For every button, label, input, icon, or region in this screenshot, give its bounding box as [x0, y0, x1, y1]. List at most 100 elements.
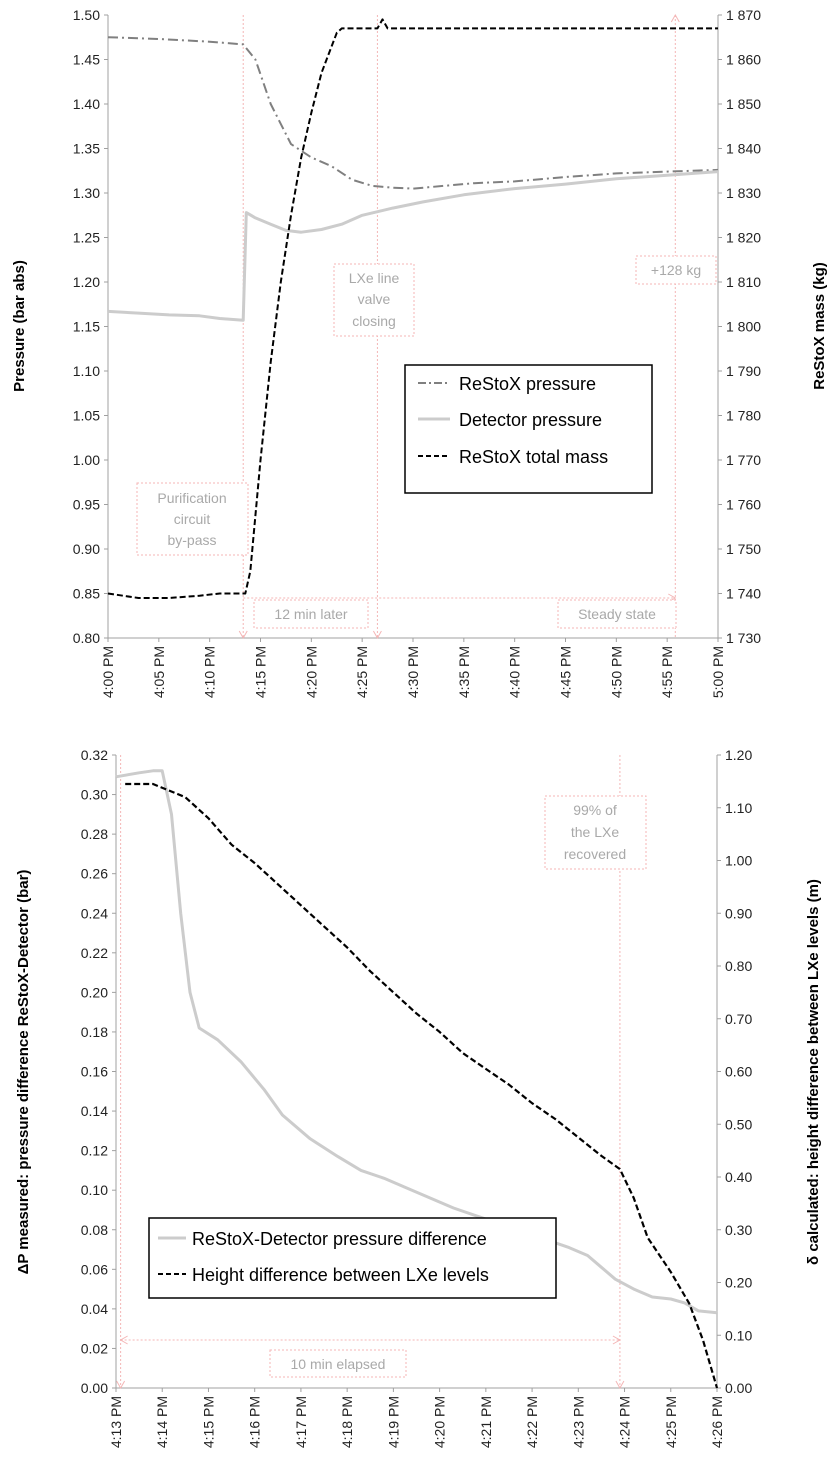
series-line-3	[107, 18, 718, 599]
y2-axis-label: ReStoX mass (kg)	[811, 262, 828, 390]
y-tick-label: 0.08	[81, 1222, 108, 1238]
annotation-12-min-text: 12 min later	[274, 606, 347, 622]
series-line-2	[125, 782, 719, 1389]
y-tick-label: 0.24	[81, 905, 108, 921]
annotation-99-line1: 99% of	[573, 802, 617, 818]
y-tick-label: 1.10	[73, 363, 100, 379]
axes-frame	[112, 754, 721, 1392]
x-tick-label: 4:18 PM	[339, 1396, 355, 1448]
annotation-valve-line3: closing	[352, 313, 396, 329]
chart-pressure-mass: 0.80 0.85 0.90 0.95 1.00 1.05 1.10 1.15 1.20 1.25…	[11, 7, 828, 698]
annotation-arrow	[116, 1380, 126, 1390]
x-tick-label: 4:15 PM	[200, 1396, 216, 1448]
axes-frame	[104, 14, 722, 642]
y-tick-label: 0.10	[81, 1182, 108, 1198]
y-tick-label: 0.02	[81, 1340, 108, 1356]
y-tick-labels: 0.00 0.02 0.04 0.06 0.08 0.10 0.12 0.14 0.16 0.18…	[81, 747, 108, 1396]
y-tick-label: 0.20	[81, 984, 108, 1000]
y-tick-label: 0.30	[81, 787, 108, 803]
y2-tick-label: 1 840	[726, 141, 761, 157]
y2-axis-label: δ calculated: height difference between …	[805, 879, 822, 1265]
x-tick-label: 4:16 PM	[247, 1396, 263, 1448]
y-tick-label: 0.80	[73, 630, 100, 646]
y2-tick-label: 1 860	[726, 52, 761, 68]
y2-tick-label: 1 870	[726, 7, 761, 23]
y-tick-label: 0.18	[81, 1024, 108, 1040]
x-tick-label: 4:24 PM	[617, 1396, 633, 1448]
y-tick-label: 1.35	[73, 141, 100, 157]
y-tick-label: 0.26	[81, 866, 108, 882]
y2-tick-labels: 1 730 1 740 1 750 1 760 1 770 1 780 1 790 1 800…	[726, 7, 761, 646]
y2-tick-label: 0.00	[725, 1380, 752, 1396]
y-tick-label: 1.40	[73, 96, 100, 112]
annotation-99-line2: the LXe	[571, 824, 619, 840]
x-tick-label: 4:25 PM	[663, 1396, 679, 1448]
y2-tick-label: 1 770	[726, 452, 761, 468]
y2-tick-label: 1 740	[726, 586, 761, 602]
x-tick-label: 4:25 PM	[354, 646, 370, 698]
y-tick-label: 1.25	[73, 230, 100, 246]
y-tick-label: 1.45	[73, 52, 100, 68]
y2-tick-label: 1 730	[726, 630, 761, 646]
y2-tick-label: 1 820	[726, 230, 761, 246]
x-tick-label: 4:55 PM	[659, 646, 675, 698]
y-tick-label: 0.95	[73, 497, 100, 513]
y2-tick-label: 1 780	[726, 408, 761, 424]
y2-tick-label: 1 830	[726, 185, 761, 201]
x-tick-label: 4:17 PM	[293, 1396, 309, 1448]
legend: ReStoX-Detector pressure difference Heig…	[148, 1217, 557, 1299]
legend-label-restox-mass: ReStoX total mass	[459, 447, 608, 467]
series-line-2	[107, 170, 719, 322]
y-tick-labels: 0.80 0.85 0.90 0.95 1.00 1.05 1.10 1.15 1.20 1.25…	[73, 7, 100, 646]
annotation-purification-line3: by-pass	[167, 532, 216, 548]
annotation-arrow	[372, 630, 382, 640]
annotation-mass-gain: +128 kg	[635, 255, 717, 285]
y2-tick-label: 1 760	[726, 497, 761, 513]
x-tick-label: 4:05 PM	[151, 646, 167, 698]
y-tick-label: 0.00	[81, 1380, 108, 1396]
y2-tick-label: 0.70	[725, 1011, 752, 1027]
y-tick-label: 1.20	[73, 274, 100, 290]
annotation-steady-state-text: Steady state	[578, 606, 656, 622]
y2-tick-label: 0.60	[725, 1064, 752, 1080]
y-tick-label: 0.85	[73, 586, 100, 602]
x-tick-label: 4:13 PM	[108, 1396, 124, 1448]
annotation-99-line3: recovered	[564, 846, 626, 862]
y2-tick-label: 0.40	[725, 1169, 752, 1185]
legend-label-height-difference: Height difference between LXe levels	[192, 1265, 489, 1285]
annotation-12-min: 12 min later	[253, 599, 369, 629]
annotation-10-min-text: 10 min elapsed	[291, 1356, 386, 1372]
legend-label-restox-pressure: ReStoX pressure	[459, 374, 596, 394]
y-axis-label: ΔP measured: pressure difference ReStoX-…	[15, 870, 32, 1275]
x-tick-label: 4:35 PM	[456, 646, 472, 698]
y-tick-label: 0.28	[81, 826, 108, 842]
legend-label-detector-pressure: Detector pressure	[459, 410, 602, 430]
y-tick-label: 0.14	[81, 1103, 108, 1119]
x-tick-label: 4:20 PM	[432, 1396, 448, 1448]
annotation-99-percent: 99% of the LXe recovered	[544, 795, 647, 870]
series-group	[107, 18, 719, 599]
annotation-arrow	[119, 1335, 128, 1345]
y2-tick-label: 0.20	[725, 1275, 752, 1291]
x-tick-label: 4:30 PM	[405, 646, 421, 698]
annotation-arrow	[238, 630, 248, 640]
legend: ReStoX pressure Detector pressure ReStoX…	[404, 364, 653, 494]
y-tick-label: 0.22	[81, 945, 108, 961]
y-tick-label: 0.32	[81, 747, 108, 763]
x-tick-label: 4:40 PM	[507, 646, 523, 698]
annotation-purification-line2: circuit	[174, 511, 211, 527]
y-tick-label: 1.05	[73, 408, 100, 424]
x-tick-label: 4:26 PM	[709, 1396, 725, 1448]
y-tick-label: 1.15	[73, 319, 100, 335]
legend-label-pressure-difference: ReStoX-Detector pressure difference	[192, 1229, 487, 1249]
x-tick-label: 4:14 PM	[154, 1396, 170, 1448]
x-tick-label: 4:20 PM	[303, 646, 319, 698]
y2-tick-label: 1 810	[726, 274, 761, 290]
y-tick-label: 0.04	[81, 1301, 108, 1317]
x-tick-label: 5:00 PM	[710, 646, 726, 698]
y2-tick-label: 0.90	[725, 905, 752, 921]
annotation-arrow	[615, 1380, 625, 1390]
y2-tick-label: 1 750	[726, 541, 761, 557]
chart-pressure-difference: 0.00 0.02 0.04 0.06 0.08 0.10 0.12 0.14 0.16 0.18…	[15, 747, 822, 1448]
